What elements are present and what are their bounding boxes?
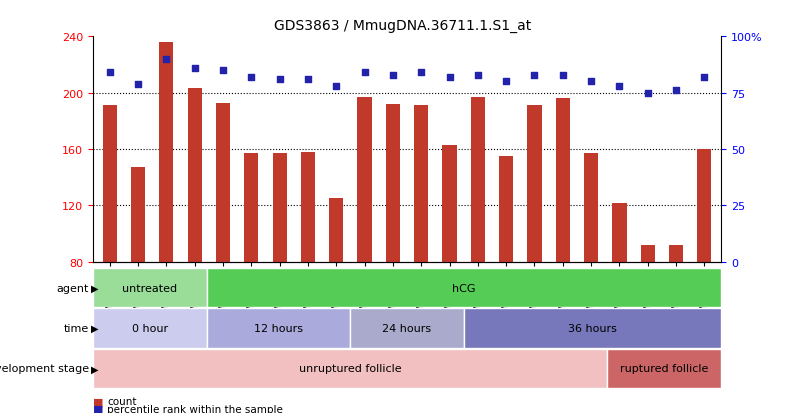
Text: ▶: ▶ xyxy=(91,363,98,374)
Text: GDS3863 / MmugDNA.36711.1.S1_at: GDS3863 / MmugDNA.36711.1.S1_at xyxy=(274,19,532,33)
Bar xyxy=(499,157,513,262)
Bar xyxy=(207,268,721,308)
Point xyxy=(500,79,513,85)
Bar xyxy=(216,103,230,262)
Point xyxy=(472,72,484,79)
Text: ▶: ▶ xyxy=(91,323,98,333)
Text: ▶: ▶ xyxy=(91,283,98,293)
Text: untreated: untreated xyxy=(123,283,177,293)
Point xyxy=(217,68,230,74)
Text: unruptured follicle: unruptured follicle xyxy=(298,363,401,374)
Bar xyxy=(244,154,259,262)
Point xyxy=(528,72,541,79)
Point xyxy=(670,88,683,95)
Point xyxy=(584,79,597,85)
Text: time: time xyxy=(64,323,89,333)
Bar xyxy=(555,99,570,262)
Bar xyxy=(93,268,207,308)
Bar xyxy=(442,145,456,262)
Point xyxy=(698,74,711,81)
Bar xyxy=(607,349,721,388)
Bar xyxy=(93,349,607,388)
Point xyxy=(642,90,654,97)
Point xyxy=(443,74,456,81)
Bar xyxy=(414,106,428,262)
Bar xyxy=(358,97,372,262)
Text: development stage: development stage xyxy=(0,363,89,374)
Bar xyxy=(131,168,145,262)
Text: percentile rank within the sample: percentile rank within the sample xyxy=(107,404,283,413)
Point xyxy=(160,56,172,63)
Bar xyxy=(613,203,626,262)
Text: 0 hour: 0 hour xyxy=(131,323,168,333)
Bar xyxy=(350,309,464,348)
Text: 24 hours: 24 hours xyxy=(383,323,431,333)
Text: 12 hours: 12 hours xyxy=(254,323,303,333)
Text: count: count xyxy=(107,396,137,406)
Point xyxy=(358,70,371,76)
Point xyxy=(131,81,144,88)
Bar xyxy=(207,309,350,348)
Text: 36 hours: 36 hours xyxy=(568,323,617,333)
Bar xyxy=(160,43,173,262)
Point xyxy=(103,70,116,76)
Bar xyxy=(584,154,598,262)
Text: hCG: hCG xyxy=(452,283,476,293)
Text: ■: ■ xyxy=(93,404,103,413)
Point xyxy=(386,72,399,79)
Text: ruptured follicle: ruptured follicle xyxy=(620,363,708,374)
Point xyxy=(245,74,258,81)
Bar xyxy=(188,89,202,262)
Text: ■: ■ xyxy=(93,396,103,406)
Point xyxy=(273,77,286,83)
Point xyxy=(556,72,569,79)
Point xyxy=(330,83,343,90)
Bar xyxy=(527,106,542,262)
Point xyxy=(415,70,428,76)
Text: agent: agent xyxy=(56,283,89,293)
Bar xyxy=(669,245,683,262)
Bar xyxy=(102,106,117,262)
Bar xyxy=(272,154,287,262)
Point xyxy=(613,83,626,90)
Point xyxy=(301,77,314,83)
Bar xyxy=(386,104,400,262)
Bar xyxy=(329,199,343,262)
Bar xyxy=(697,150,712,262)
Bar xyxy=(464,309,721,348)
Bar xyxy=(641,245,654,262)
Bar xyxy=(471,97,485,262)
Point xyxy=(188,65,201,72)
Bar xyxy=(93,309,207,348)
Bar xyxy=(301,152,315,262)
